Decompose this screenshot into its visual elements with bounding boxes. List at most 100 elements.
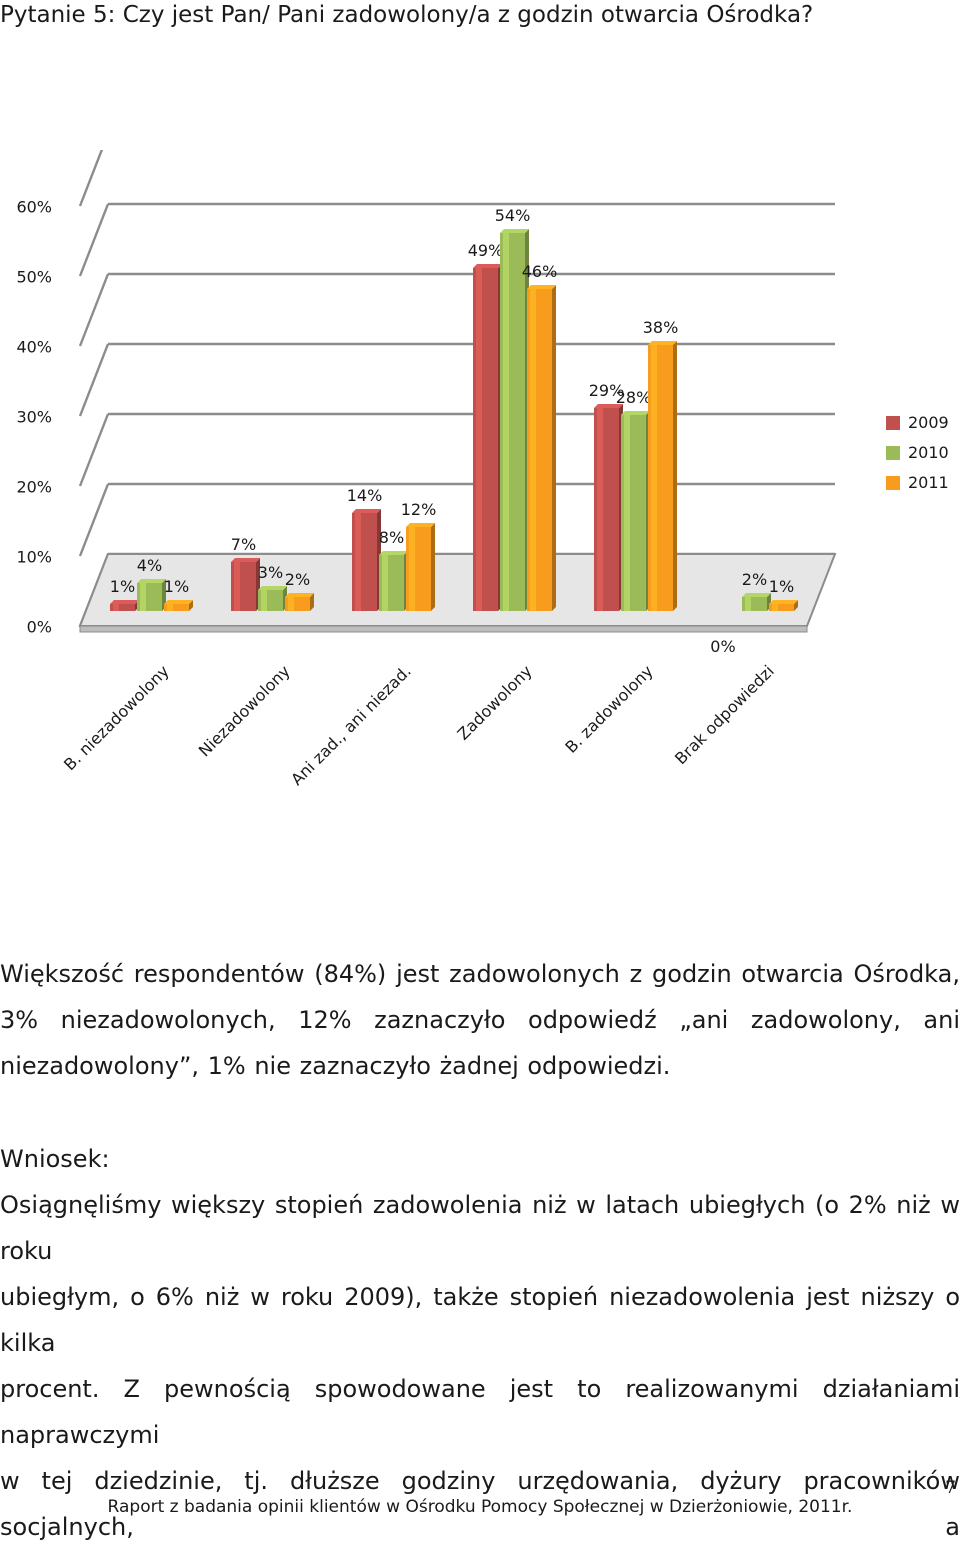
bar-highlight — [382, 555, 388, 611]
category-label: B. zadowolony — [561, 661, 656, 756]
category-label: B. niezadowolony — [60, 661, 173, 774]
bar-top — [742, 593, 771, 597]
bar-highlight — [624, 415, 630, 611]
y-tick-label: 10% — [16, 548, 52, 567]
data-label: 38% — [643, 318, 679, 337]
bar-side — [189, 600, 193, 611]
page-number: 7 — [945, 1478, 956, 1498]
data-label: 7% — [231, 535, 256, 554]
page-footer: Raport z badania opinii klientów w Ośrod… — [0, 1497, 960, 1517]
bar-top — [648, 341, 677, 345]
gridline-side — [78, 203, 110, 277]
category-label: Niezadowolony — [195, 661, 294, 760]
bar-highlight — [530, 289, 536, 611]
bar-highlight — [476, 268, 482, 611]
bar-highlight — [140, 583, 146, 611]
bar-side — [431, 523, 435, 611]
chart-floor-edge — [79, 625, 808, 633]
y-tick-label: 0% — [27, 618, 52, 637]
legend-label: 2009 — [908, 413, 949, 432]
bar-highlight — [113, 604, 119, 611]
y-tick-label: 60% — [16, 198, 52, 217]
category-label: Zadowolony — [453, 661, 535, 743]
bar-highlight — [651, 345, 657, 611]
bar-side — [552, 285, 556, 611]
data-label: 1% — [164, 577, 189, 596]
data-label: 46% — [522, 262, 558, 281]
bar-highlight — [597, 408, 603, 611]
summary-paragraph: Większość respondentów (84%) jest zadowo… — [0, 951, 960, 1089]
bar-side — [673, 341, 677, 611]
bar-chart: 0%10%20%30%40%50%60%1%4%1%B. niezadowolo… — [16, 150, 949, 789]
bar-highlight — [234, 562, 240, 611]
conclusion-line: ubiegłym, o 6% niż w roku 2009), także s… — [0, 1283, 960, 1357]
summary-line: 3% niezadowolonych, 12% zaznaczyło odpow… — [0, 1006, 960, 1034]
bar-top — [379, 551, 408, 555]
legend-label: 2010 — [908, 443, 949, 462]
data-label: 1% — [769, 577, 794, 596]
y-tick-label: 40% — [16, 338, 52, 357]
data-label: 2% — [285, 570, 310, 589]
bar-top — [769, 600, 798, 604]
bar-side — [794, 600, 798, 611]
bar-highlight — [288, 597, 294, 611]
data-label: 28% — [616, 388, 652, 407]
legend-swatch — [886, 416, 900, 430]
y-tick-label: 50% — [16, 268, 52, 287]
category-label: Brak odpowiedzi — [671, 661, 778, 768]
data-label: 1% — [110, 577, 135, 596]
bar-highlight — [355, 513, 361, 611]
bar-2011 — [769, 604, 794, 611]
legend-label: 2011 — [908, 473, 949, 492]
data-label: 8% — [379, 528, 404, 547]
bar-top — [285, 593, 314, 597]
data-label: 29% — [589, 381, 625, 400]
bar-top — [137, 579, 166, 583]
bar-top — [594, 404, 623, 408]
legend-swatch — [886, 476, 900, 490]
conclusion-paragraph: Osiągnęliśmy większy stopień zadowolenia… — [0, 1182, 960, 1550]
question-heading: Pytanie 5: Czy jest Pan/ Pani zadowolony… — [0, 2, 814, 28]
bar-top — [352, 509, 381, 513]
footer-text: Raport z badania opinii klientów w Ośrod… — [107, 1497, 853, 1517]
bar-highlight — [503, 233, 509, 611]
data-label: 4% — [137, 556, 162, 575]
y-tick-label: 20% — [16, 478, 52, 497]
data-label: 3% — [258, 563, 283, 582]
bar-highlight — [409, 527, 415, 611]
bar-2011 — [164, 604, 189, 611]
conclusion-label: Wniosek: — [0, 1145, 110, 1173]
gridline-side — [78, 150, 104, 207]
conclusion-line: Osiągnęliśmy większy stopień zadowolenia… — [0, 1191, 960, 1265]
bar-top — [500, 229, 529, 233]
bar-top — [621, 411, 650, 415]
y-tick-label: 30% — [16, 408, 52, 427]
chart-floor — [78, 553, 837, 627]
gridline-side — [78, 413, 110, 487]
bar-top — [527, 285, 556, 289]
bar-top — [473, 264, 502, 268]
data-label: 54% — [495, 206, 531, 225]
gridline-side — [78, 343, 110, 417]
category-label: Ani zad., ani niezad. — [287, 661, 415, 789]
data-label: 0% — [710, 637, 735, 656]
summary-line: niezadowolony”, 1% nie zaznaczyło żadnej… — [0, 1052, 671, 1080]
bar-highlight — [772, 604, 778, 611]
bar-top — [110, 600, 139, 604]
gridline-side — [78, 273, 110, 347]
bar-highlight — [167, 604, 173, 611]
bar-top — [231, 558, 260, 562]
data-label: 12% — [401, 500, 437, 519]
conclusion-line: procent. Z pewnością spowodowane jest to… — [0, 1375, 960, 1449]
data-label: 49% — [468, 241, 504, 260]
bar-top — [164, 600, 193, 604]
legend-swatch — [886, 446, 900, 460]
gridline-side — [78, 483, 110, 557]
bar-highlight — [261, 590, 267, 611]
bar-side — [310, 593, 314, 611]
bar-highlight — [745, 597, 751, 611]
bar-2009 — [110, 604, 135, 611]
data-label: 2% — [742, 570, 767, 589]
bar-top — [406, 523, 435, 527]
summary-line: Większość respondentów (84%) jest zadowo… — [0, 960, 960, 988]
